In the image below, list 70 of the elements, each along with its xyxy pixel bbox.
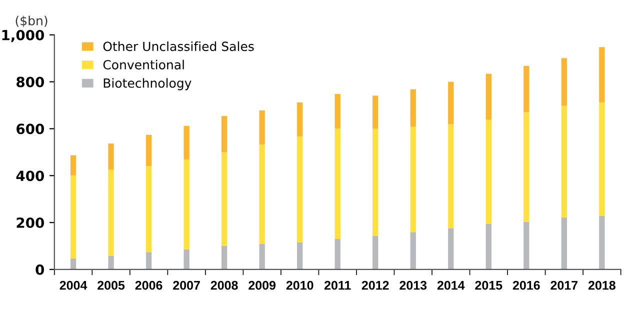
bar: [448, 82, 454, 124]
bar: [486, 120, 492, 224]
bar: [599, 102, 605, 216]
bar: [334, 238, 340, 270]
bar: [146, 166, 152, 252]
bar: [372, 96, 378, 128]
bar: [146, 134, 152, 166]
bar: [184, 159, 190, 250]
bar: [561, 217, 567, 270]
y-tick-label: 800: [16, 76, 44, 88]
bar: [561, 58, 567, 106]
y-tick-label: 400: [16, 170, 44, 182]
x-tick-label: 2018: [588, 280, 616, 290]
bar: [70, 258, 76, 270]
x-tick-label: 2012: [362, 280, 389, 290]
y-tick-label: 600: [16, 124, 44, 134]
x-tick-label: 2014: [437, 280, 465, 290]
bar: [524, 222, 530, 270]
bar: [410, 126, 416, 232]
bar: [486, 74, 492, 120]
bar: [561, 106, 567, 218]
y-tick-label: 0: [36, 264, 44, 275]
x-tick-label: 2015: [475, 280, 502, 290]
x-tick-label: 2013: [400, 280, 427, 290]
x-tick-label: 2011: [324, 280, 351, 290]
y-tick-label: 1,000: [2, 30, 44, 42]
x-tick-label: 2010: [286, 280, 314, 290]
bar: [372, 236, 378, 270]
bar: [410, 89, 416, 127]
bar: [184, 249, 190, 270]
bar: [599, 47, 605, 102]
bar: [70, 175, 76, 258]
bar: [108, 256, 114, 270]
x-tick-label: 2008: [210, 280, 238, 290]
bar: [599, 216, 605, 270]
bar: [221, 246, 228, 270]
bar: [297, 136, 303, 242]
bar: [448, 228, 454, 270]
bar: [259, 244, 265, 270]
bar: [524, 66, 530, 112]
bar: [486, 224, 492, 270]
bar: [184, 126, 190, 160]
x-tick-label: 2006: [135, 280, 162, 290]
bar: [108, 170, 114, 256]
x-tick-label: 2004: [60, 280, 88, 290]
x-tick-label: 2016: [512, 280, 540, 290]
legend-label: Conventional: [103, 60, 184, 70]
bar: [221, 116, 228, 152]
bar: [146, 252, 152, 270]
bar: [259, 144, 265, 244]
bar: [372, 128, 378, 236]
x-tick-label: 2005: [98, 280, 125, 290]
legend-label: Other Unclassified Sales: [103, 41, 254, 52]
bar: [70, 155, 76, 176]
bar: [334, 128, 340, 239]
bar: [297, 242, 303, 270]
y-axis-title: ($bn): [16, 16, 48, 28]
bar: [259, 110, 265, 144]
y-tick-label: 200: [16, 218, 44, 228]
bar: [524, 112, 530, 222]
bar: [410, 232, 416, 270]
x-tick-label: 2007: [173, 280, 200, 290]
bar: [297, 102, 303, 136]
bar: [334, 94, 340, 128]
x-tick-label: 2017: [550, 280, 578, 290]
bar: [221, 152, 228, 246]
legend-label: Biotechnology: [104, 78, 192, 90]
bar: [448, 124, 454, 228]
x-tick-label: 2009: [248, 280, 276, 290]
bar: [108, 143, 114, 170]
